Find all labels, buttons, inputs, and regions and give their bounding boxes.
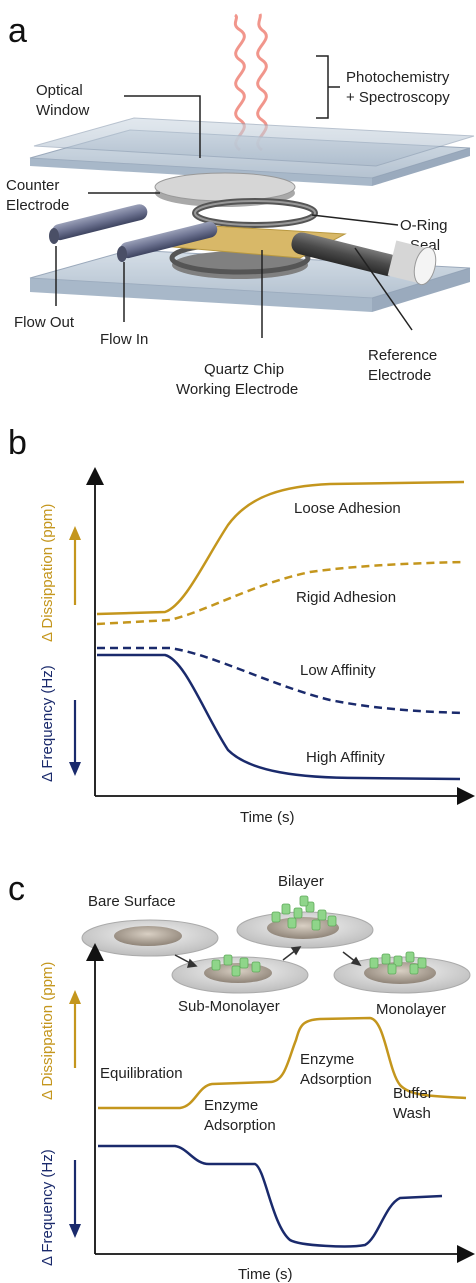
annot-enzyme2-line1: Enzyme — [300, 1051, 354, 1068]
curve-low-affinity — [97, 646, 465, 715]
quartz-label-2: Working Electrode — [176, 381, 298, 398]
chart-c-ylabel-top: Δ Dissippation (ppm) — [39, 962, 56, 1100]
annot-buffer-line1: Buffer — [393, 1085, 433, 1102]
quartz-label-1: Quartz Chip — [204, 361, 284, 378]
stage-bilayer — [236, 895, 374, 949]
chart-c-ylabel-bottom: Δ Frequency (Hz) — [39, 1149, 56, 1266]
counter-electrode-label-1: Counter — [6, 177, 59, 194]
stage-bare-surface — [81, 919, 219, 957]
chart-c-down-arrowhead — [69, 1224, 81, 1238]
curve-high-affinity — [97, 653, 461, 781]
optical-window-label-2: Window — [36, 102, 90, 119]
panel-label-b: b — [8, 424, 27, 462]
annot-enzyme1-line1: Enzyme — [204, 1097, 258, 1114]
photochem-label-2: + Spectroscopy — [346, 89, 450, 106]
annot-enzyme1-line2: Adsorption — [204, 1117, 276, 1134]
flow-out-tube — [49, 204, 148, 244]
chart-b-xlabel: Time (s) — [240, 809, 294, 826]
annot-buffer-line2: Wash — [393, 1105, 431, 1122]
o-ring-leader — [311, 214, 399, 226]
stage-bare-surface-label: Bare Surface — [88, 893, 176, 910]
chart-b-down-arrowhead — [69, 762, 81, 776]
flow-in-label: Flow In — [100, 331, 148, 348]
o-ring-label-1: O-Ring — [400, 217, 448, 234]
chart-b-up-arrowhead — [69, 526, 81, 540]
annot-enzyme2-line2: Adsorption — [300, 1071, 372, 1088]
stage-arrows — [174, 946, 362, 968]
optical-window-leader — [124, 95, 201, 158]
label-low-affinity: Low Affinity — [300, 662, 376, 679]
optical-window-plates — [29, 117, 475, 186]
label-loose-adhesion: Loose Adhesion — [294, 500, 401, 517]
photochem-bracket — [316, 55, 340, 119]
curve-c-frequency — [98, 1144, 443, 1248]
stage-sub-monolayer — [171, 954, 309, 994]
optical-window-label-1: Optical — [36, 82, 83, 99]
curve-rigid-adhesion — [96, 560, 465, 626]
curve-c-dissipation — [98, 1016, 467, 1110]
reference-leader — [354, 247, 413, 331]
counter-electrode-label-2: Electrode — [6, 197, 69, 214]
annot-equilibration: Equilibration — [100, 1065, 183, 1082]
chart-b-ylabel-top: Δ Dissippation (ppm) — [39, 504, 56, 642]
o-ring — [192, 198, 318, 228]
label-high-affinity: High Affinity — [306, 749, 385, 766]
chart-b-ylabel-bottom: Δ Frequency (Hz) — [39, 665, 56, 782]
reference-label-1: Reference — [368, 347, 437, 364]
reference-electrode — [291, 232, 437, 286]
chart-c-xlabel: Time (s) — [238, 1266, 292, 1283]
photochem-label-1: Photochemistry — [346, 69, 450, 86]
flow-in-tube — [117, 221, 218, 262]
stage-sub-monolayer-label: Sub-Monolayer — [178, 998, 280, 1015]
reference-label-2: Electrode — [368, 367, 431, 384]
chart-b-axes — [86, 467, 475, 805]
flow-out-label: Flow Out — [14, 314, 75, 331]
stage-monolayer — [333, 951, 471, 994]
chart-c-up-arrowhead — [69, 990, 81, 1004]
panel-label-c: c — [8, 870, 25, 908]
stage-bilayer-label: Bilayer — [278, 873, 324, 890]
chart-c-axes — [86, 943, 475, 1263]
panel-label-a: a — [8, 12, 27, 50]
stage-monolayer-label: Monolayer — [376, 1001, 446, 1018]
curve-loose-adhesion — [96, 480, 465, 616]
label-rigid-adhesion: Rigid Adhesion — [296, 589, 396, 606]
